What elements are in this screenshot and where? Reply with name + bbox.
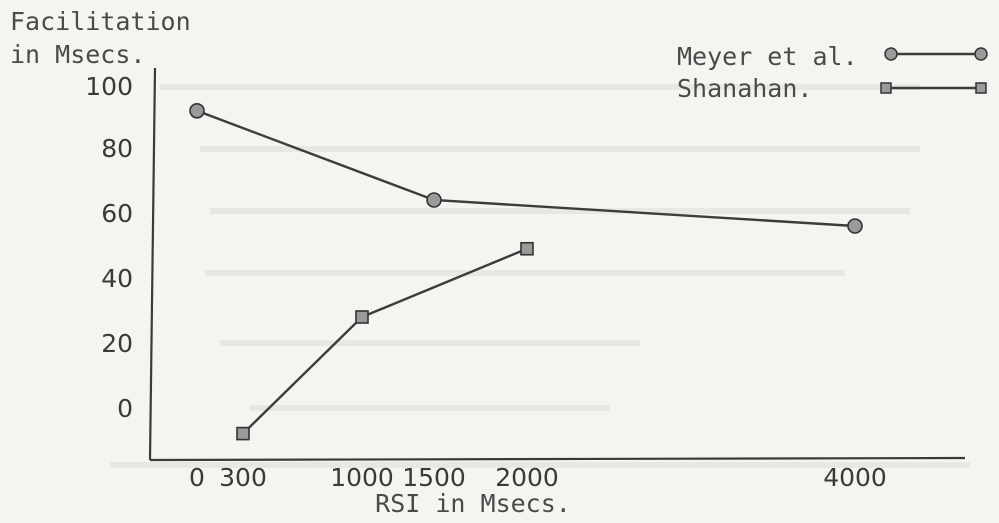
data-point bbox=[520, 241, 534, 256]
series-layer bbox=[189, 103, 863, 441]
y-tick-label: 80 bbox=[101, 134, 133, 163]
x-tick-label: 4000 bbox=[823, 463, 887, 492]
data-point bbox=[426, 192, 442, 208]
data-point bbox=[236, 426, 250, 441]
x-tick-label: 0 bbox=[189, 463, 205, 492]
legend: Meyer et al. Shanahan. bbox=[677, 42, 988, 103]
x-tick-label: 300 bbox=[219, 463, 267, 492]
y-tick-label: 100 bbox=[85, 72, 133, 101]
x-axis-line bbox=[149, 456, 966, 462]
y-tick-labels: 100 80 60 40 20 0 bbox=[85, 72, 133, 423]
legend-item-shanahan: Shanahan. bbox=[677, 74, 987, 103]
x-tick-label: 2000 bbox=[495, 463, 559, 492]
legend-marker-circle-icon bbox=[974, 47, 988, 61]
legend-label-meyer: Meyer et al. bbox=[677, 42, 858, 71]
data-point bbox=[847, 218, 863, 234]
y-axis-label-line-1: Facilitation bbox=[10, 7, 191, 36]
legend-item-meyer: Meyer et al. bbox=[677, 42, 988, 71]
legend-marker-square-icon bbox=[975, 82, 987, 94]
data-point bbox=[355, 310, 369, 324]
y-tick-label: 40 bbox=[101, 264, 133, 293]
x-tick-label: 1500 bbox=[402, 463, 466, 492]
x-tick-label: 1000 bbox=[330, 463, 394, 492]
y-axis-label-line-2: in Msecs. bbox=[10, 40, 145, 69]
y-tick-label: 20 bbox=[101, 329, 133, 358]
y-tick-label: 0 bbox=[117, 394, 133, 423]
legend-label-shanahan: Shanahan. bbox=[677, 74, 812, 103]
data-point bbox=[189, 103, 205, 119]
y-axis-line bbox=[148, 67, 157, 461]
background-texture bbox=[110, 84, 970, 468]
legend-marker-square-icon bbox=[880, 82, 892, 94]
x-axis-label: RSI in Msecs. bbox=[375, 489, 571, 518]
legend-marker-circle-icon bbox=[884, 47, 898, 61]
x-tick-labels: 0 300 1000 1500 2000 4000 bbox=[189, 463, 887, 492]
y-tick-label: 60 bbox=[101, 199, 133, 228]
